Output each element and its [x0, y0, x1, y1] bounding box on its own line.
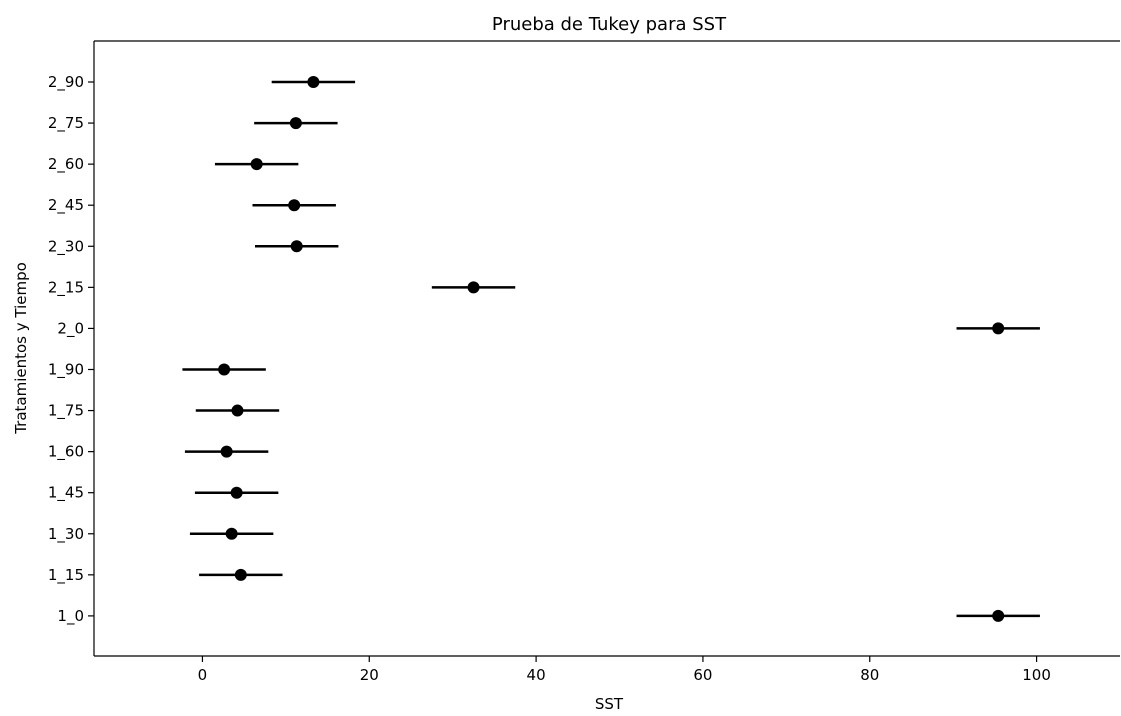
mean-point	[234, 568, 247, 581]
mean-point	[992, 609, 1005, 622]
mean-point	[220, 445, 233, 458]
data-marks	[182, 76, 1040, 622]
y-tick-label: 2_60	[48, 155, 84, 174]
mean-point	[225, 527, 238, 540]
x-tick-label: 20	[360, 666, 379, 684]
y-tick-label: 2_75	[48, 114, 84, 133]
y-tick-label: 2_90	[48, 73, 84, 92]
mean-point	[290, 240, 303, 253]
y-tick-label: 1_0	[57, 607, 84, 626]
y-tick-label: 2_0	[57, 319, 84, 338]
x-tick-label: 40	[527, 666, 546, 684]
mean-point	[992, 322, 1005, 335]
mean-point	[230, 486, 243, 499]
chart-title: Prueba de Tukey para SST	[492, 14, 727, 35]
y-tick-label: 1_15	[48, 566, 84, 585]
x-tick-label: 60	[693, 666, 712, 684]
mean-point	[250, 158, 263, 171]
y-axis-label: Tratamientos y Tiempo	[12, 262, 30, 435]
mean-point	[289, 117, 302, 130]
axes: 0 20 40 60 80 100 2_90 2_75 2_60 2_45 2_30 2_15 2_0 1…	[48, 40, 1120, 684]
x-tick-label: 80	[860, 666, 879, 684]
y-tick-label: 1_30	[48, 525, 84, 544]
y-tick-label: 1_45	[48, 484, 84, 503]
mean-point	[218, 363, 231, 376]
mean-point	[288, 199, 301, 212]
x-tick-label: 0	[198, 666, 208, 684]
x-tick-label: 100	[1022, 666, 1051, 684]
y-tick-label: 2_45	[48, 196, 84, 215]
mean-point	[467, 281, 480, 294]
mean-point	[307, 76, 320, 88]
x-axis-label: SST	[595, 695, 624, 713]
y-tick-label: 1_75	[48, 402, 84, 421]
y-tick-label: 2_30	[48, 237, 84, 256]
y-tick-label: 1_90	[48, 360, 84, 379]
y-tick-label: 2_15	[48, 278, 84, 297]
mean-point	[231, 404, 244, 417]
y-tick-label: 1_60	[48, 443, 84, 462]
